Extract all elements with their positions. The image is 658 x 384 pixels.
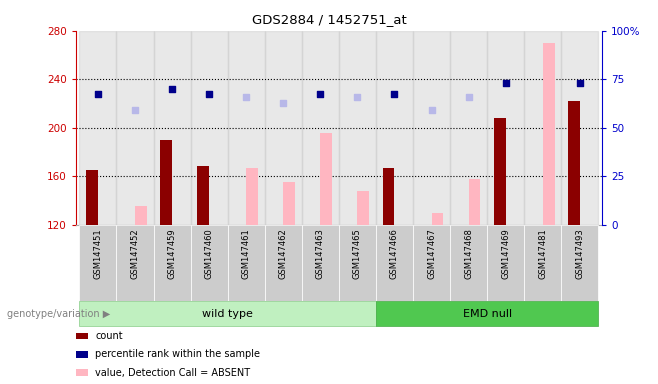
Bar — [357, 191, 369, 225]
Text: GSM147452: GSM147452 — [130, 228, 139, 279]
Point — [426, 106, 437, 113]
Bar — [228, 31, 265, 225]
Text: GSM147493: GSM147493 — [575, 228, 584, 279]
Text: GSM147466: GSM147466 — [390, 228, 399, 279]
Text: count: count — [95, 331, 123, 341]
Bar — [524, 31, 561, 225]
Text: GSM147462: GSM147462 — [279, 228, 288, 279]
Text: GSM147481: GSM147481 — [538, 228, 547, 279]
Bar — [80, 31, 116, 225]
Point — [278, 100, 288, 106]
Bar — [494, 118, 506, 225]
Bar — [413, 31, 450, 225]
Bar — [283, 182, 295, 225]
Text: percentile rank within the sample: percentile rank within the sample — [95, 349, 261, 359]
Bar — [197, 167, 209, 225]
Text: wild type: wild type — [202, 309, 253, 319]
Bar — [135, 207, 147, 225]
Bar — [450, 31, 487, 225]
Text: GSM147459: GSM147459 — [168, 228, 176, 279]
Point — [130, 106, 140, 113]
Bar — [265, 31, 302, 225]
Text: EMD null: EMD null — [463, 309, 512, 319]
Point — [204, 91, 215, 97]
Text: GSM147468: GSM147468 — [464, 228, 473, 279]
Point — [390, 91, 400, 97]
Bar — [86, 170, 98, 225]
Point — [352, 94, 363, 101]
Text: GSM147460: GSM147460 — [205, 228, 214, 279]
Text: GSM147461: GSM147461 — [241, 228, 251, 279]
Point — [574, 80, 585, 86]
Bar — [246, 168, 258, 225]
Bar — [302, 31, 339, 225]
Bar — [116, 31, 153, 225]
Text: GSM147465: GSM147465 — [353, 228, 362, 279]
Bar — [153, 31, 191, 225]
Point — [315, 91, 326, 97]
Bar — [320, 132, 332, 225]
Text: genotype/variation ▶: genotype/variation ▶ — [7, 309, 110, 319]
Bar — [568, 101, 580, 225]
Point — [463, 94, 474, 101]
Bar — [339, 31, 376, 225]
Text: GSM147469: GSM147469 — [501, 228, 510, 279]
Bar — [191, 31, 228, 225]
Text: GSM147451: GSM147451 — [93, 228, 103, 279]
Text: GDS2884 / 1452751_at: GDS2884 / 1452751_at — [251, 13, 407, 26]
Text: value, Detection Call = ABSENT: value, Detection Call = ABSENT — [95, 368, 251, 378]
Point — [501, 80, 511, 86]
Bar — [468, 179, 480, 225]
Text: GSM147467: GSM147467 — [427, 228, 436, 279]
Bar — [160, 140, 172, 225]
Point — [166, 86, 177, 92]
Bar — [561, 31, 598, 225]
Bar — [376, 31, 413, 225]
Bar — [382, 168, 395, 225]
Point — [93, 91, 103, 97]
Text: GSM147463: GSM147463 — [316, 228, 325, 279]
Point — [241, 94, 251, 101]
Bar — [543, 43, 555, 225]
Bar — [487, 31, 524, 225]
Bar — [432, 212, 443, 225]
